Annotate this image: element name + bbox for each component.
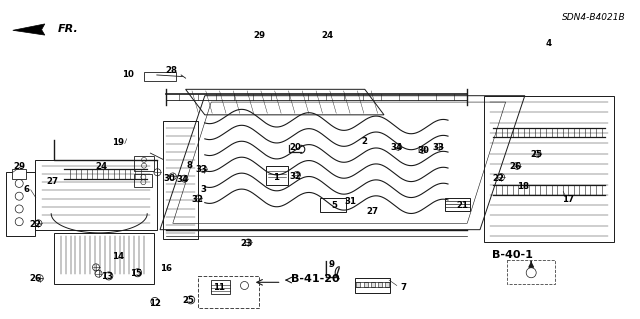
FancyBboxPatch shape bbox=[378, 282, 382, 287]
Text: 33: 33 bbox=[196, 165, 207, 174]
Text: 34: 34 bbox=[177, 175, 188, 184]
Text: 13: 13 bbox=[102, 272, 113, 281]
Text: 23: 23 bbox=[241, 239, 252, 248]
Text: 26: 26 bbox=[509, 162, 521, 171]
Polygon shape bbox=[13, 24, 45, 35]
FancyBboxPatch shape bbox=[445, 198, 470, 211]
Text: 29: 29 bbox=[253, 31, 265, 40]
Text: 21: 21 bbox=[456, 201, 468, 210]
Text: 25: 25 bbox=[531, 150, 542, 159]
FancyBboxPatch shape bbox=[356, 282, 360, 287]
Text: 24: 24 bbox=[322, 31, 333, 40]
Text: 34: 34 bbox=[391, 143, 403, 152]
Text: 5: 5 bbox=[332, 201, 338, 210]
FancyBboxPatch shape bbox=[385, 282, 389, 287]
Text: 22: 22 bbox=[492, 174, 504, 182]
Text: 8: 8 bbox=[186, 161, 193, 170]
Text: 9: 9 bbox=[328, 260, 335, 269]
Text: 1: 1 bbox=[273, 173, 280, 182]
FancyBboxPatch shape bbox=[144, 72, 176, 81]
Text: 25: 25 bbox=[183, 296, 195, 305]
Text: 30: 30 bbox=[418, 146, 429, 155]
Text: 15: 15 bbox=[130, 269, 141, 278]
Text: 32: 32 bbox=[191, 195, 203, 204]
Text: 20: 20 bbox=[290, 143, 301, 152]
Text: 2: 2 bbox=[362, 137, 368, 146]
Text: B-40-1: B-40-1 bbox=[492, 250, 532, 260]
Text: 32: 32 bbox=[290, 172, 301, 181]
FancyBboxPatch shape bbox=[266, 166, 288, 185]
FancyBboxPatch shape bbox=[371, 282, 375, 287]
Text: 19: 19 bbox=[113, 138, 124, 147]
Text: B-41-20: B-41-20 bbox=[291, 274, 340, 284]
Text: 31: 31 bbox=[345, 197, 356, 206]
Text: 6: 6 bbox=[24, 185, 30, 194]
FancyBboxPatch shape bbox=[134, 174, 152, 187]
FancyBboxPatch shape bbox=[12, 169, 26, 179]
Text: 3: 3 bbox=[200, 185, 207, 194]
FancyBboxPatch shape bbox=[320, 198, 346, 212]
Text: 22: 22 bbox=[29, 220, 41, 229]
FancyBboxPatch shape bbox=[211, 280, 230, 294]
FancyBboxPatch shape bbox=[364, 282, 367, 287]
Text: 18: 18 bbox=[518, 182, 529, 191]
Text: 26: 26 bbox=[29, 274, 41, 283]
Text: 33: 33 bbox=[433, 143, 444, 152]
Text: 14: 14 bbox=[113, 252, 124, 261]
Text: 29: 29 bbox=[13, 162, 25, 171]
Text: 27: 27 bbox=[47, 177, 58, 186]
Text: 30: 30 bbox=[164, 174, 175, 182]
Text: FR.: FR. bbox=[58, 24, 78, 34]
Text: 7: 7 bbox=[400, 283, 406, 292]
Text: SDN4-B4021B: SDN4-B4021B bbox=[563, 13, 626, 22]
FancyBboxPatch shape bbox=[355, 278, 390, 293]
FancyBboxPatch shape bbox=[134, 156, 154, 171]
Text: 10: 10 bbox=[122, 70, 134, 78]
Text: 4: 4 bbox=[546, 39, 552, 48]
Text: 16: 16 bbox=[161, 264, 172, 273]
Text: 17: 17 bbox=[563, 195, 574, 204]
Text: 12: 12 bbox=[149, 299, 161, 308]
Text: 11: 11 bbox=[213, 283, 225, 292]
Text: 24: 24 bbox=[95, 162, 107, 171]
Text: 27: 27 bbox=[367, 207, 378, 216]
Text: 28: 28 bbox=[166, 66, 177, 75]
